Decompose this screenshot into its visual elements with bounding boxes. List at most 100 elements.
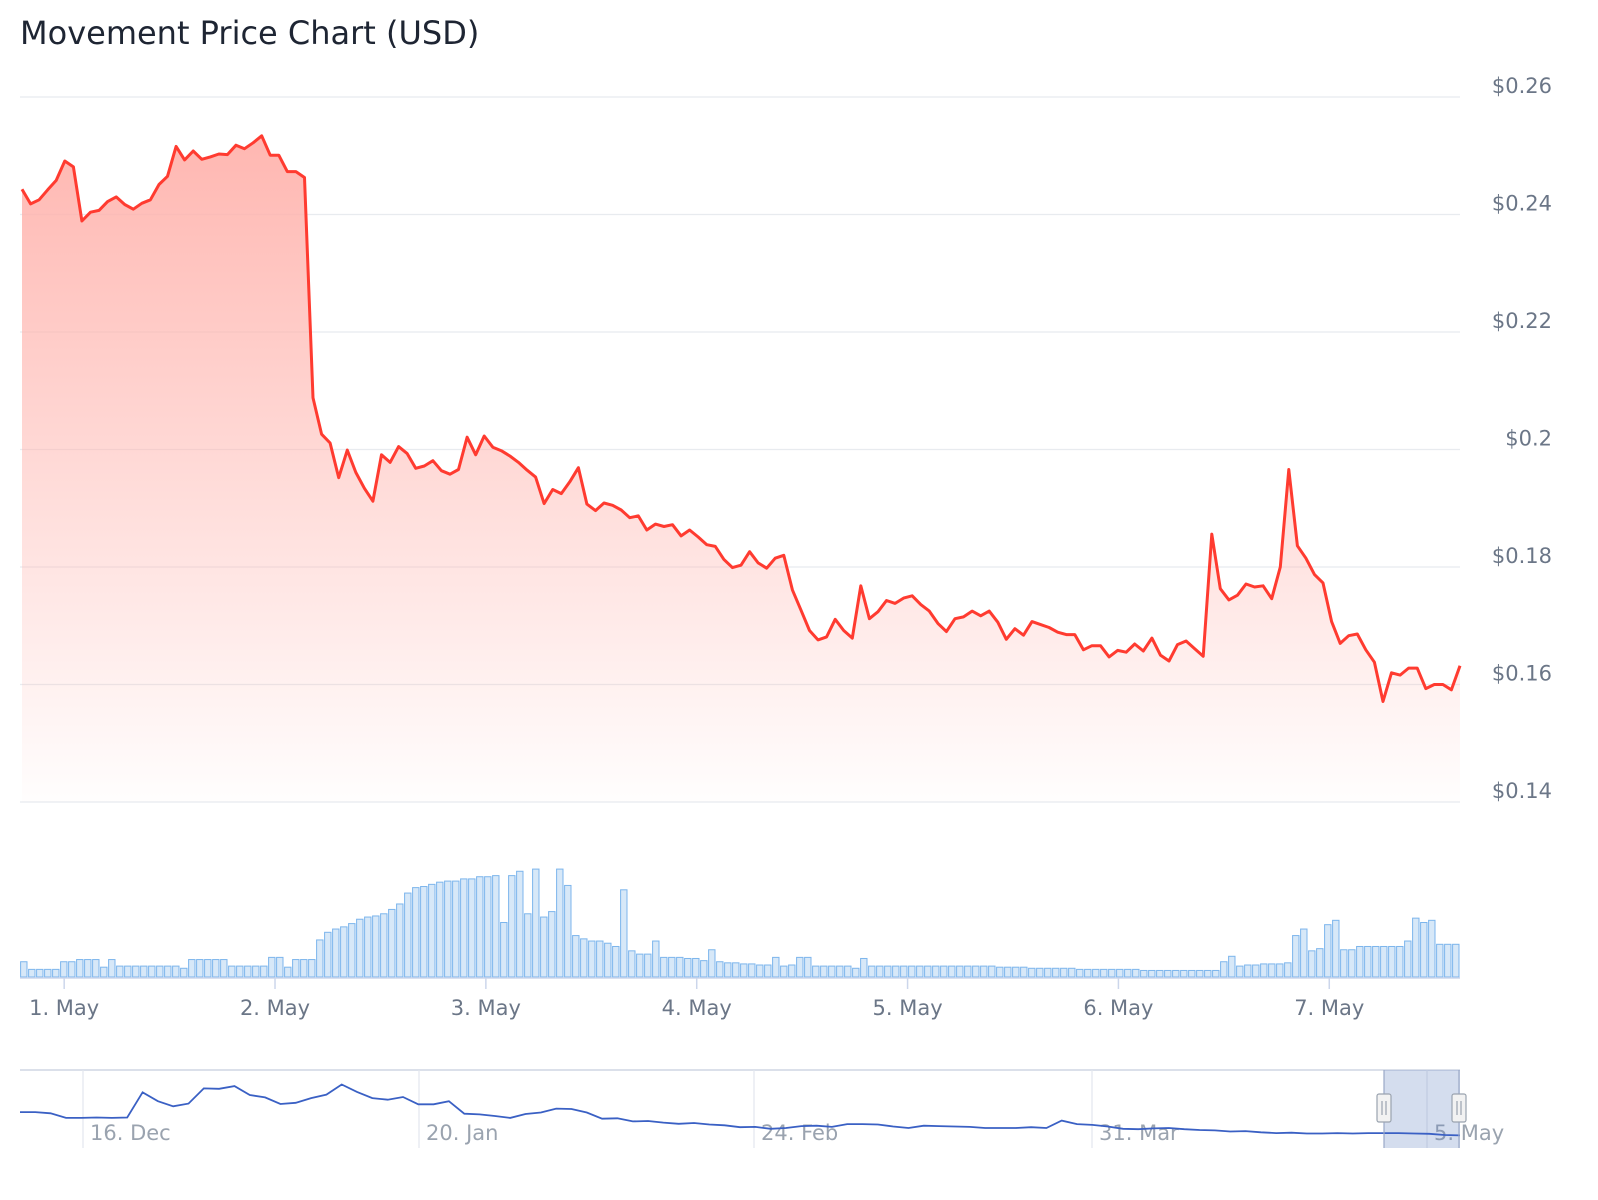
volume-bar <box>428 883 436 978</box>
x-tick-label: 4. May <box>662 996 732 1020</box>
volume-bar <box>164 965 172 978</box>
volume-bar <box>1044 967 1052 978</box>
volume-bar <box>1036 967 1044 978</box>
volume-bar <box>148 965 156 978</box>
y-tick-label: $0.16 <box>1492 662 1552 686</box>
volume-bar <box>1356 945 1364 978</box>
volume-bar <box>804 956 812 978</box>
volume-bar <box>1220 961 1228 978</box>
navigator-handle[interactable] <box>1451 1070 1467 1148</box>
volume-bar <box>708 949 716 978</box>
volume-bar <box>1364 945 1372 978</box>
volume-bar <box>1300 928 1308 978</box>
volume-bar <box>1084 968 1092 978</box>
volume-bar <box>108 959 116 978</box>
volume-bar <box>724 962 732 978</box>
volume-bar <box>628 950 636 978</box>
volume-bar <box>244 965 252 978</box>
volume-bar <box>1060 967 1068 978</box>
volume-bar <box>996 966 1004 978</box>
volume-bar <box>268 956 276 978</box>
volume-bar <box>364 916 372 978</box>
volume-bar <box>580 938 588 978</box>
volume-bar <box>1276 963 1284 978</box>
volume-bar <box>700 960 708 978</box>
volume-bar <box>524 913 532 978</box>
x-tick-label: 5. May <box>873 996 943 1020</box>
volume-bar <box>548 911 556 978</box>
volume-bar <box>68 961 76 978</box>
volume-bar <box>212 959 220 978</box>
volume-bar <box>916 965 924 978</box>
volume-bar <box>900 965 908 978</box>
volume-bar <box>1108 968 1116 978</box>
volume-bar <box>20 961 28 978</box>
price-series-line[interactable] <box>20 134 1462 703</box>
volume-bar <box>276 956 284 978</box>
volume-bar <box>1284 962 1292 978</box>
volume-bar <box>1324 924 1332 978</box>
volume-bar <box>596 940 604 978</box>
volume-bar <box>180 967 188 978</box>
volume-bar <box>1332 919 1340 978</box>
volume-bar <box>1228 955 1236 978</box>
volume-bar <box>972 965 980 978</box>
volume-bar <box>1348 949 1356 978</box>
volume-bar <box>1404 940 1412 978</box>
volume-bar <box>460 878 468 978</box>
volume-bar <box>516 870 524 978</box>
volume-bar <box>1420 922 1428 978</box>
volume-bar <box>876 965 884 978</box>
volume-bar <box>1268 963 1276 978</box>
volume-bar <box>1124 968 1132 978</box>
navigator-handle[interactable] <box>1376 1070 1392 1148</box>
volume-bar <box>884 965 892 978</box>
volume-bar <box>1188 969 1196 978</box>
volume-bar <box>100 966 108 978</box>
volume-bar <box>140 965 148 978</box>
volume-bar <box>636 953 644 978</box>
volume-bar <box>772 956 780 978</box>
navigator-series-line <box>20 1083 1461 1137</box>
volume-bar <box>732 962 740 978</box>
volume-bar <box>1156 969 1164 978</box>
volume-bar <box>84 959 92 978</box>
volume-bar <box>988 965 996 978</box>
volume-bar <box>1308 950 1316 978</box>
y-tick-label: $0.14 <box>1492 779 1552 803</box>
volume-bar <box>1164 969 1172 978</box>
x-axis-labels: 1. May 2. May 3. May 4. May 5. May 6. May 7. M… <box>29 978 1364 1020</box>
volume-bar <box>668 956 676 978</box>
x-tick-label: 6. May <box>1083 996 1153 1020</box>
volume-bar <box>1244 964 1252 978</box>
volume-bar <box>492 875 500 978</box>
volume-bar <box>228 965 236 978</box>
volume-bar <box>1316 948 1324 978</box>
volume-bar <box>348 923 356 978</box>
volume-bar <box>508 875 516 978</box>
volume-bar <box>332 928 340 978</box>
volume-bars <box>20 868 1460 978</box>
volume-bar <box>964 965 972 978</box>
volume-bar <box>1340 949 1348 978</box>
volume-bar <box>1076 968 1084 978</box>
volume-bar <box>812 965 820 978</box>
volume-bar <box>740 963 748 978</box>
volume-bar <box>1172 969 1180 978</box>
volume-bar <box>1020 966 1028 978</box>
volume-bar <box>588 940 596 978</box>
volume-bar <box>1388 945 1396 978</box>
volume-bar <box>396 903 404 978</box>
volume-bar <box>76 959 84 978</box>
volume-bar <box>892 965 900 978</box>
volume-bar <box>1052 967 1060 978</box>
navigator[interactable]: 16. Dec 20. Jan 24. Feb 31. Mar 5. May <box>20 1069 1504 1148</box>
volume-bar <box>564 884 572 978</box>
volume-bar <box>652 940 660 978</box>
volume-bar <box>764 964 772 978</box>
volume-bar <box>852 967 860 978</box>
x-tick-label: 1. May <box>29 996 99 1020</box>
volume-bar <box>860 957 868 978</box>
navigator-range-mask[interactable] <box>1384 1070 1460 1148</box>
